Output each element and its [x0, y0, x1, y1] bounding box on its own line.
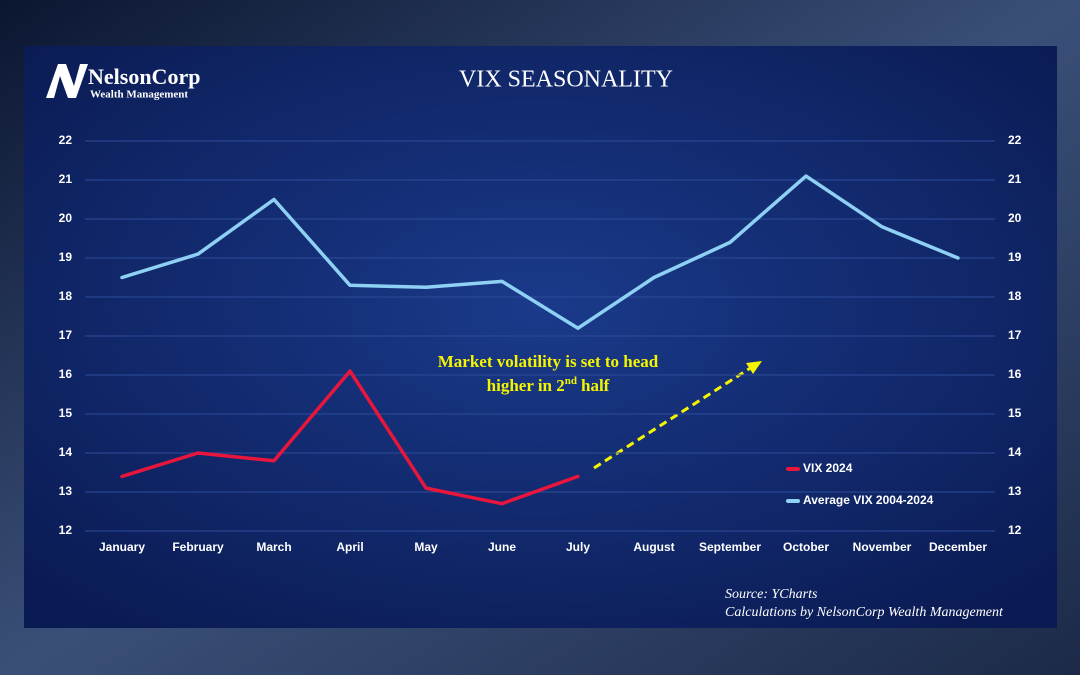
y2-tick-label: 20 — [1008, 211, 1022, 225]
y2-tick-label: 17 — [1008, 328, 1022, 342]
annotation-line: higher in 2nd half — [487, 375, 610, 395]
y-tick-label: 15 — [59, 406, 73, 420]
x-tick-label: March — [256, 540, 291, 554]
x-tick-label: September — [699, 540, 761, 554]
x-tick-label: June — [488, 540, 516, 554]
y2-tick-label: 18 — [1008, 289, 1022, 303]
y-tick-label: 13 — [59, 484, 73, 498]
y2-tick-label: 19 — [1008, 250, 1022, 264]
legend-label: Average VIX 2004-2024 — [803, 493, 934, 507]
x-tick-label: October — [783, 540, 829, 554]
x-tick-label: December — [929, 540, 987, 554]
y2-tick-label: 12 — [1008, 523, 1022, 537]
y2-tick-label: 15 — [1008, 406, 1022, 420]
y-tick-label: 18 — [59, 289, 73, 303]
x-tick-label: April — [336, 540, 363, 554]
x-tick-label: July — [566, 540, 590, 554]
legend-label: VIX 2024 — [803, 461, 853, 475]
logo-mark — [46, 64, 88, 98]
logo: NelsonCorp Wealth Management — [46, 64, 200, 101]
x-tick-label: February — [172, 540, 224, 554]
x-tick-label: August — [633, 540, 674, 554]
y2-tick-label: 21 — [1008, 172, 1022, 186]
y-tick-label: 17 — [59, 328, 73, 342]
source: Calculations by NelsonCorp Wealth Manage… — [725, 605, 1004, 620]
y2-tick-label: 16 — [1008, 367, 1022, 381]
y-tick-label: 14 — [59, 445, 73, 459]
x-tick-label: January — [99, 540, 145, 554]
annotation-arrow — [593, 365, 753, 470]
logo-name: NelsonCorp — [88, 64, 200, 89]
x-tick-label: November — [853, 540, 912, 554]
series-line — [120, 174, 960, 330]
y2-tick-label: 22 — [1008, 133, 1022, 147]
y-tick-label: 20 — [59, 211, 73, 225]
y-tick-label: 19 — [59, 250, 73, 264]
logo-tagline: Wealth Management — [90, 89, 188, 101]
source: Source: YCharts — [725, 587, 818, 602]
y2-tick-label: 14 — [1008, 445, 1022, 459]
y2-tick-label: 13 — [1008, 484, 1022, 498]
x-tick-label: May — [414, 540, 438, 554]
y-tick-label: 16 — [59, 367, 73, 381]
annotation: Market volatility is set to head higher … — [438, 352, 762, 470]
annotation-line: Market volatility is set to head — [438, 352, 659, 371]
y-tick-label: 12 — [59, 523, 73, 537]
series-line — [120, 369, 580, 506]
arrow-head — [746, 361, 762, 374]
annotation-text: half — [581, 376, 610, 395]
annotation-superscript: nd — [565, 375, 577, 387]
y-tick-label: 22 — [59, 133, 73, 147]
annotation-text: higher in 2 — [487, 376, 565, 395]
y-tick-label: 21 — [59, 172, 73, 186]
chart-title: VIX SEASONALITY — [459, 67, 673, 93]
